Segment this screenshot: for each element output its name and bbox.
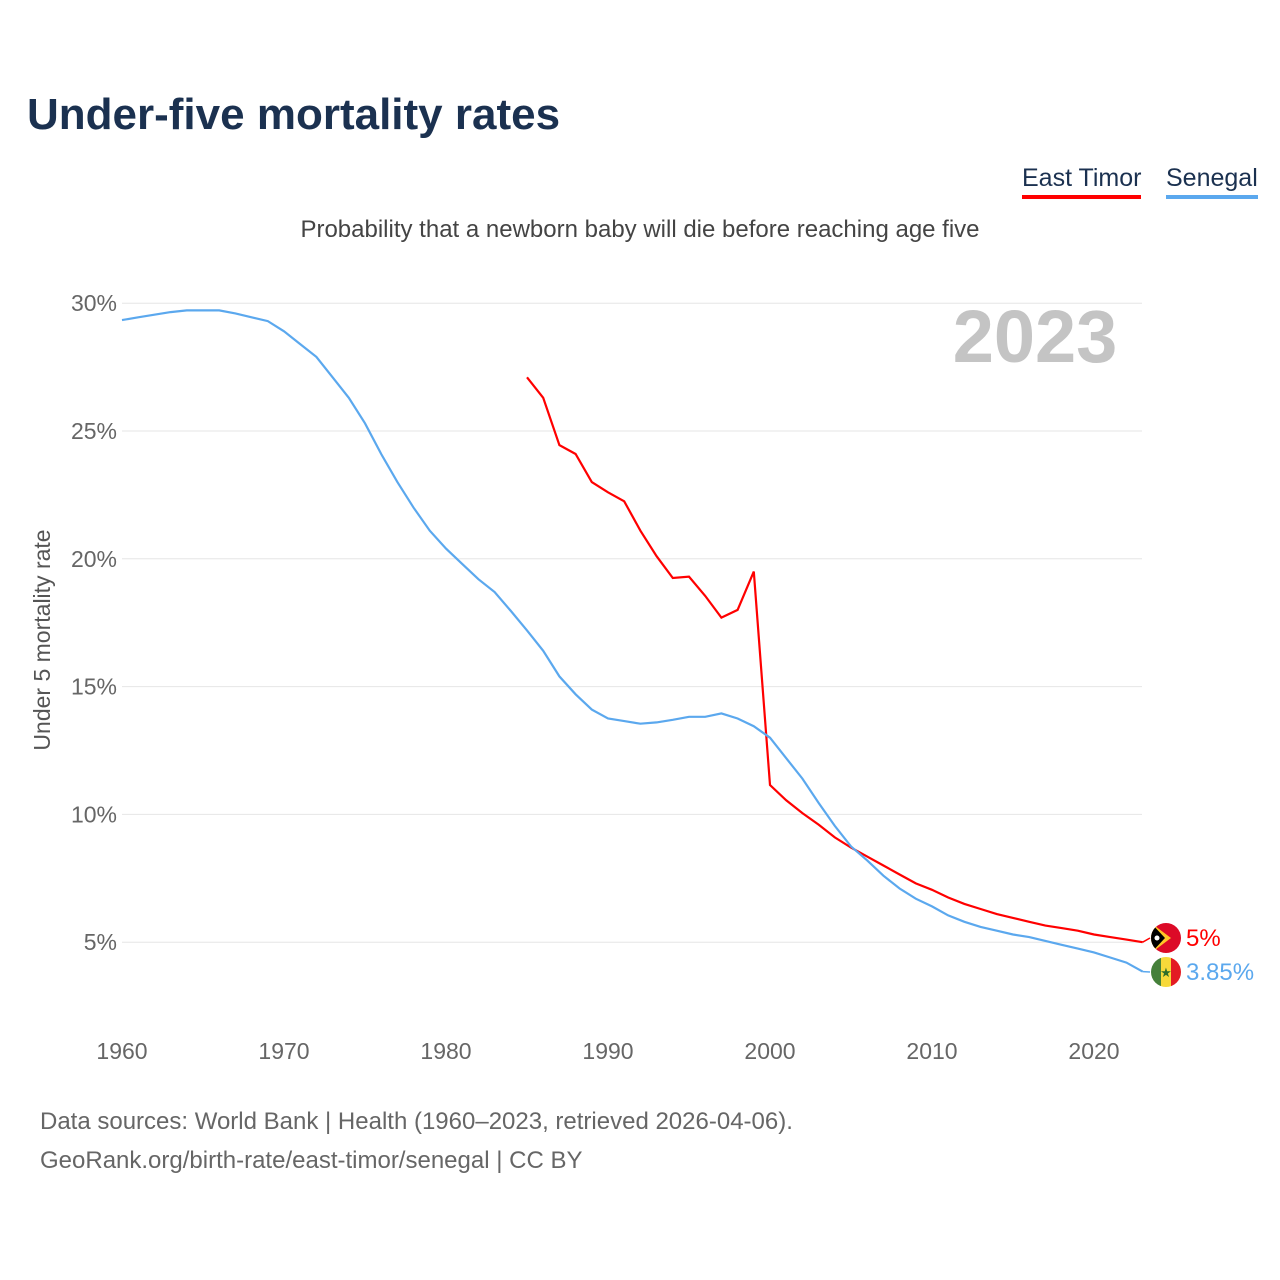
x-tick-label: 1970 — [258, 1038, 309, 1064]
chart-title: Under-five mortality rates — [27, 90, 561, 139]
svg-text:★: ★ — [1160, 965, 1172, 980]
sources-text: Data sources: World Bank | Health (1960–… — [40, 1108, 793, 1135]
end-connector — [1142, 937, 1151, 943]
x-tick-label: 1990 — [582, 1038, 633, 1064]
end-value-label: 3.85% — [1186, 959, 1254, 986]
sources-link[interactable]: GeoRank.org/birth-rate/east-timor/senega… — [40, 1147, 583, 1174]
y-tick-label: 15% — [71, 674, 117, 700]
x-tick-label: 2010 — [906, 1038, 957, 1064]
x-tick-label: 1980 — [420, 1038, 471, 1064]
legend-senegal[interactable]: Senegal — [1166, 164, 1258, 199]
y-tick-label: 5% — [84, 929, 117, 955]
year-label: 2023 — [953, 295, 1118, 378]
east-timor-flag-icon — [1151, 923, 1181, 953]
series-line-senegal — [121, 309, 1144, 973]
legend-east-timor[interactable]: East Timor — [1022, 164, 1142, 199]
y-tick-label: 10% — [71, 801, 117, 827]
series-line-east-timor — [526, 376, 1143, 944]
y-tick-label: 30% — [71, 290, 117, 316]
x-tick-label: 2000 — [744, 1038, 795, 1064]
x-tick-label: 1960 — [96, 1038, 147, 1064]
y-tick-label: 25% — [71, 418, 117, 444]
x-tick-label: 2020 — [1068, 1038, 1119, 1064]
y-tick-label: 20% — [71, 546, 117, 572]
y-axis-label: Under 5 mortality rate — [29, 529, 55, 750]
end-value-label: 5% — [1186, 925, 1221, 952]
chart-subtitle: Probability that a newborn baby will die… — [300, 216, 980, 243]
senegal-flag-icon: ★ — [1151, 957, 1181, 987]
